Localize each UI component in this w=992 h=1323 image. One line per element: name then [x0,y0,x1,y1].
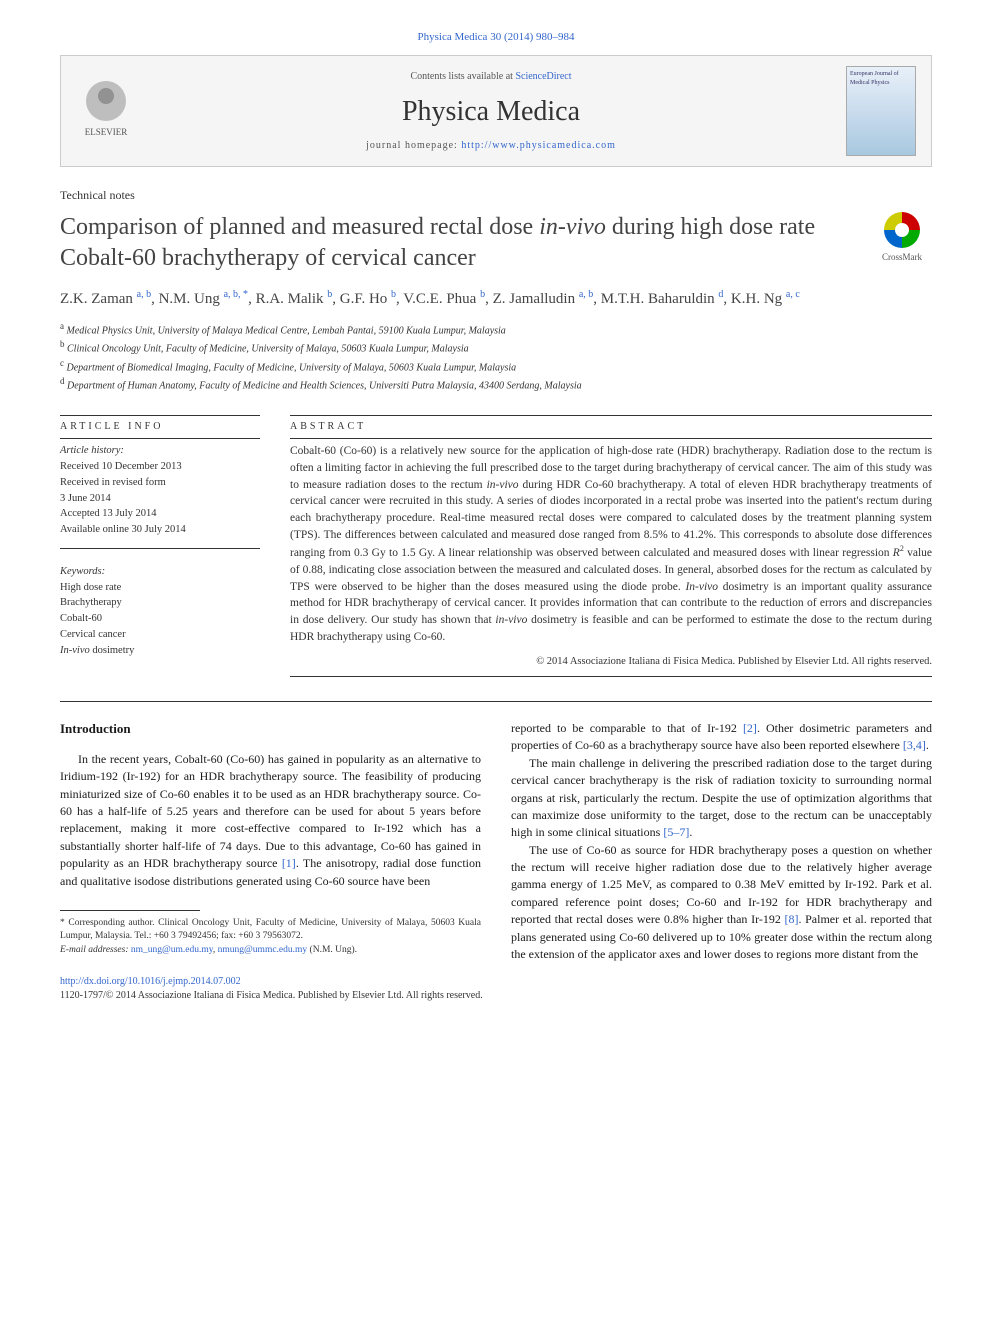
history-line: Received 10 December 2013 [60,459,260,475]
history-line: Available online 30 July 2014 [60,522,260,538]
keyword-line: Cobalt-60 [60,611,260,627]
homepage-label: journal homepage: [366,140,461,151]
section-heading-introduction: Introduction [60,720,481,739]
journal-name: Physica Medica [136,92,846,131]
ref-link-8[interactable]: [8] [784,912,798,926]
intro-paragraph-1: In the recent years, Cobalt-60 (Co-60) h… [60,751,481,890]
issn-line: 1120-1797/© 2014 Associazione Italiana d… [60,989,932,1003]
doi-link[interactable]: http://dx.doi.org/10.1016/j.ejmp.2014.07… [60,975,932,989]
affiliation-line: d Department of Human Anatomy, Faculty o… [60,375,932,393]
intro-paragraph-1-cont: reported to be comparable to that of Ir-… [511,720,932,755]
elsevier-logo: ELSEVIER [76,76,136,146]
homepage-link[interactable]: http://www.physicamedica.com [461,140,616,151]
contents-text: Contents lists available at [410,71,515,82]
article-info-label: ARTICLE INFO [60,420,260,434]
email-tail: (N.M. Ung). [307,945,357,955]
p1-text-a: In the recent years, Cobalt-60 (Co-60) h… [60,752,481,870]
journal-header: ELSEVIER Contents lists available at Sci… [60,55,932,167]
keyword-line: High dose rate [60,580,260,596]
crossmark-icon [884,212,920,248]
body-column-right: reported to be comparable to that of Ir-… [511,720,932,963]
title-part1: Comparison of planned and measured recta… [60,214,539,240]
article-type: Technical notes [60,187,932,204]
keyword-line: Cervical cancer [60,627,260,643]
intro-paragraph-2: The main challenge in delivering the pre… [511,755,932,842]
keyword-line: In-vivo dosimetry [60,643,260,659]
keywords-label: Keywords: [60,564,260,580]
citation: Physica Medica 30 (2014) 980–984 [60,30,932,45]
affiliation-line: c Department of Biomedical Imaging, Facu… [60,357,932,375]
abstract-copyright: © 2014 Associazione Italiana di Fisica M… [290,655,932,670]
keywords-block: Keywords: High dose rateBrachytherapyCob… [60,564,260,659]
corresponding-footnote: * Corresponding author. Clinical Oncolog… [60,917,481,957]
email-link-2[interactable]: nmung@ummc.edu.my [218,945,308,955]
p2-text-b: . [689,825,692,839]
article-title: Comparison of planned and measured recta… [60,212,852,274]
p1c-text-c: . [926,738,929,752]
p2-text-a: The main challenge in delivering the pre… [511,756,932,840]
title-italic: in-vivo [539,214,606,240]
affiliations: a Medical Physics Unit, University of Ma… [60,320,932,393]
abstract-label: ABSTRACT [290,420,932,434]
ref-link-57[interactable]: [5–7] [663,825,689,839]
publisher-name: ELSEVIER [85,126,128,139]
article-history: Article history: Received 10 December 20… [60,443,260,538]
body-column-left: Introduction In the recent years, Cobalt… [60,720,481,963]
history-line: Accepted 13 July 2014 [60,506,260,522]
contents-line: Contents lists available at ScienceDirec… [136,70,846,84]
ref-link-2[interactable]: [2] [743,721,757,735]
crossmark-label: CrossMark [882,251,922,264]
history-line: Received in revised form [60,475,260,491]
corresponding-text: * Corresponding author. Clinical Oncolog… [60,917,481,944]
email-label: E-mail addresses: [60,945,131,955]
ref-link-34[interactable]: [3,4] [903,738,926,752]
email-link-1[interactable]: nm_ung@um.edu.my [131,945,213,955]
affiliation-line: b Clinical Oncology Unit, Faculty of Med… [60,338,932,356]
journal-cover-thumb: European Journal of Medical Physics [846,66,916,156]
authors: Z.K. Zaman a, b, N.M. Ung a, b, *, R.A. … [60,287,932,311]
affiliation-line: a Medical Physics Unit, University of Ma… [60,320,932,338]
homepage-line: journal homepage: http://www.physicamedi… [136,139,846,153]
intro-paragraph-3: The use of Co-60 as source for HDR brach… [511,842,932,964]
abstract-text: Cobalt-60 (Co-60) is a relatively new so… [290,443,932,645]
p1c-text-a: reported to be comparable to that of Ir-… [511,721,743,735]
history-label: Article history: [60,443,260,459]
sciencedirect-link[interactable]: ScienceDirect [515,71,571,82]
keyword-line: Brachytherapy [60,595,260,611]
history-line: 3 June 2014 [60,491,260,507]
elsevier-tree-icon [81,76,131,126]
ref-link-1[interactable]: [1] [282,856,296,870]
crossmark-badge[interactable]: CrossMark [872,212,932,264]
